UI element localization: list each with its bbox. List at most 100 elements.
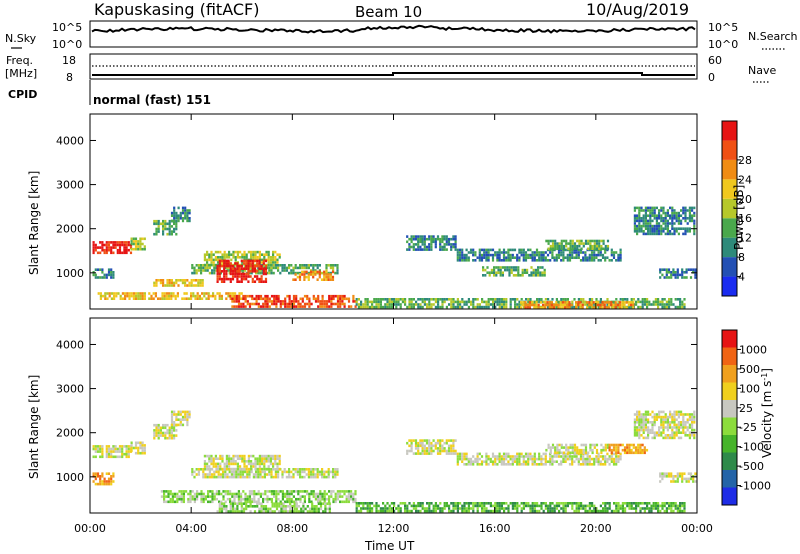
power-cell xyxy=(155,284,158,287)
power-cell xyxy=(339,294,342,298)
power-cell xyxy=(561,306,564,309)
velocity-cell xyxy=(218,490,221,493)
power-cell xyxy=(218,272,221,276)
velocity-cell xyxy=(357,509,360,513)
velocity-cell xyxy=(516,504,519,508)
velocity-cell xyxy=(465,452,468,456)
velocity-cell xyxy=(292,468,295,471)
power-cell xyxy=(157,230,160,233)
power-cell xyxy=(649,227,652,230)
velocity-cell xyxy=(436,449,440,453)
velocity-cell xyxy=(286,500,289,504)
velocity-cell xyxy=(686,428,689,432)
velocity-cell xyxy=(215,497,218,501)
power-cell xyxy=(632,301,635,304)
power-cell xyxy=(192,284,195,287)
velocity-cell xyxy=(253,510,257,513)
power-cell xyxy=(294,273,297,276)
power-cell xyxy=(239,250,242,254)
velocity-cell xyxy=(675,431,678,434)
power-cell xyxy=(482,266,485,269)
velocity-cell xyxy=(412,439,415,442)
velocity-cell xyxy=(430,502,433,505)
power-cell xyxy=(454,243,457,246)
power-cell xyxy=(682,232,685,236)
velocity-cell xyxy=(555,460,558,463)
velocity-cell xyxy=(676,504,679,508)
velocity-cell xyxy=(632,451,635,455)
velocity-cell xyxy=(224,492,227,496)
velocity-cell xyxy=(143,449,146,452)
power-cell xyxy=(173,230,176,233)
velocity-cell xyxy=(226,490,229,493)
power-cell xyxy=(253,270,257,273)
power-cell xyxy=(101,271,104,274)
power-cell xyxy=(312,294,315,298)
velocity-cell xyxy=(99,447,102,451)
power-cell xyxy=(123,246,126,249)
power-cell xyxy=(232,256,235,259)
velocity-cell xyxy=(608,507,611,510)
power-cell xyxy=(336,300,340,303)
power-cell xyxy=(220,264,224,268)
velocity-cell xyxy=(463,455,466,458)
velocity-colorbar-tick-label: 100 xyxy=(739,382,760,395)
power-cell xyxy=(334,264,337,267)
power-cell xyxy=(672,303,675,306)
power-cell xyxy=(566,303,569,307)
power-cell xyxy=(210,263,213,267)
power-cell xyxy=(494,251,497,254)
power-cell xyxy=(593,247,596,251)
velocity-cell xyxy=(101,480,104,483)
power-cell xyxy=(430,240,433,244)
power-cell xyxy=(522,253,525,257)
velocity-cell xyxy=(175,415,178,419)
velocity-cell xyxy=(207,490,210,493)
power-cell xyxy=(141,242,144,246)
velocity-cell xyxy=(628,446,631,449)
power-cell xyxy=(318,264,321,267)
velocity-cell xyxy=(141,449,144,452)
velocity-cell xyxy=(304,507,307,511)
power-cell xyxy=(538,251,541,254)
velocity-cell xyxy=(516,509,519,513)
velocity-cell xyxy=(254,462,257,466)
velocity-cell xyxy=(562,446,566,449)
velocity-cell xyxy=(241,454,244,458)
power-cell xyxy=(531,256,534,259)
power-cell xyxy=(597,253,600,257)
velocity-cell xyxy=(110,477,113,481)
velocity-cell xyxy=(237,490,240,493)
power-cell xyxy=(535,251,539,254)
velocity-cell xyxy=(219,462,222,466)
velocity-cell xyxy=(173,434,176,437)
power-cell xyxy=(478,251,481,254)
velocity-cell xyxy=(554,451,557,455)
power-cell xyxy=(184,279,187,282)
velocity-cell xyxy=(465,455,468,458)
power-cell xyxy=(577,303,580,307)
velocity-cell xyxy=(262,510,265,513)
velocity-cell xyxy=(336,468,339,471)
power-colorbar-tick-label: 24 xyxy=(738,173,752,186)
velocity-cell xyxy=(428,447,431,450)
power-colorbar-swatch xyxy=(722,140,737,160)
power-cell xyxy=(330,297,333,301)
velocity-cell xyxy=(642,418,645,421)
velocity-cell xyxy=(452,441,455,445)
power-cell xyxy=(270,271,273,275)
velocity-cell xyxy=(288,470,291,474)
velocity-cell xyxy=(540,460,543,463)
velocity-cell xyxy=(441,439,444,442)
power-cell xyxy=(247,259,250,263)
power-cell xyxy=(533,251,536,254)
power-cell xyxy=(636,232,639,236)
velocity-cell xyxy=(332,497,335,501)
power-cell xyxy=(259,297,263,301)
power-cell xyxy=(619,259,622,262)
power-cell xyxy=(493,268,496,272)
velocity-cell xyxy=(687,477,690,481)
velocity-cell xyxy=(683,504,686,508)
power-cell xyxy=(126,292,129,295)
